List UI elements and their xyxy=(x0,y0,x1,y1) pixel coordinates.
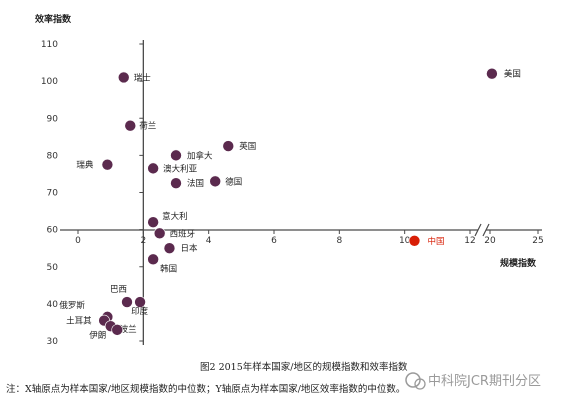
y-tick-label: 110 xyxy=(41,40,58,50)
scatter-point xyxy=(163,242,176,254)
scatter-point xyxy=(117,71,130,84)
point-label: 波兰 xyxy=(120,324,137,335)
scatter-point xyxy=(147,162,159,175)
x-tick-label: 6 xyxy=(271,236,277,246)
watermark-text: 中科院JCR期刊分区 xyxy=(428,374,541,389)
x-tick-label: 2 xyxy=(140,236,146,246)
scatter-point xyxy=(222,140,235,152)
wechat-logo-icon-inner xyxy=(414,378,426,390)
axis-break-mark xyxy=(482,223,490,237)
scatter-point xyxy=(147,216,159,228)
point-label: 瑞典 xyxy=(76,160,94,171)
x-tick-label: 25 xyxy=(532,236,543,246)
scatter-point xyxy=(134,296,146,308)
y-tick-label: 40 xyxy=(47,300,59,310)
scatter-point xyxy=(124,119,137,132)
point-label: 俄罗斯 xyxy=(59,300,85,311)
point-label: 韩国 xyxy=(160,263,177,274)
point-label: 意大利 xyxy=(162,211,188,222)
point-label: 巴西 xyxy=(110,285,127,295)
scatter-point xyxy=(486,67,498,80)
point-label: 西班牙 xyxy=(170,228,196,239)
x-tick-label: 0 xyxy=(75,236,81,246)
scatter-point xyxy=(153,227,166,240)
point-label: 伊朗 xyxy=(89,330,106,341)
point-label: 澳大利亚 xyxy=(163,163,198,174)
y-tick-label: 90 xyxy=(47,114,59,124)
point-label: 英国 xyxy=(239,141,256,152)
point-label: 日本 xyxy=(180,243,198,254)
figure-caption: 图2 2015年样本国家/地区的规模指数和效率指数 xyxy=(200,361,408,373)
point-label: 中国 xyxy=(427,236,444,247)
x-axis-title: 规模指数 xyxy=(500,257,537,269)
axes-group xyxy=(60,40,542,345)
scatter-point xyxy=(121,296,133,308)
scatter-point xyxy=(101,158,114,171)
scatter-point xyxy=(147,253,159,266)
point-label: 瑞士 xyxy=(134,72,152,83)
point-label: 印度 xyxy=(131,306,149,317)
scatter-point xyxy=(209,175,221,188)
wechat-logo-icon xyxy=(405,372,421,388)
point-label: 美国 xyxy=(504,69,521,80)
scatter-point xyxy=(170,149,182,162)
x-tick-label: 12 xyxy=(464,236,475,246)
scatter-point xyxy=(111,324,123,336)
point-label: 德国 xyxy=(225,176,242,187)
figure-note: 注：X轴原点为样本国家/地区规模指数的中位数；Y轴原点为样本国家/地区效率指数的… xyxy=(6,383,405,395)
x-tick-label: 20 xyxy=(484,236,496,246)
y-tick-label: 100 xyxy=(41,77,58,87)
watermark: 中科院JCR期刊分区 xyxy=(405,372,541,390)
point-label: 加拿大 xyxy=(187,150,213,161)
y-tick-label: 80 xyxy=(47,151,59,161)
y-tick-label: 70 xyxy=(47,189,59,199)
axis-break-mark xyxy=(474,223,482,237)
x-tick-label: 4 xyxy=(206,236,212,246)
ticks-group: 30 40 50 60 70 80 90 100 110 0 2 4 6 8 10 12 20 25 xyxy=(41,40,544,347)
scatter-point xyxy=(408,234,421,247)
scatter-point xyxy=(170,177,182,190)
y-tick-label: 50 xyxy=(47,263,59,273)
x-tick-label: 10 xyxy=(399,236,411,246)
point-label: 土耳其 xyxy=(66,316,92,327)
y-tick-label: 30 xyxy=(47,337,59,347)
y-axis-title: 效率指数 xyxy=(35,13,72,25)
y-tick-label: 60 xyxy=(47,226,59,236)
x-tick-label: 8 xyxy=(336,236,342,246)
point-label: 荷兰 xyxy=(139,121,156,132)
point-label: 法国 xyxy=(187,178,204,189)
